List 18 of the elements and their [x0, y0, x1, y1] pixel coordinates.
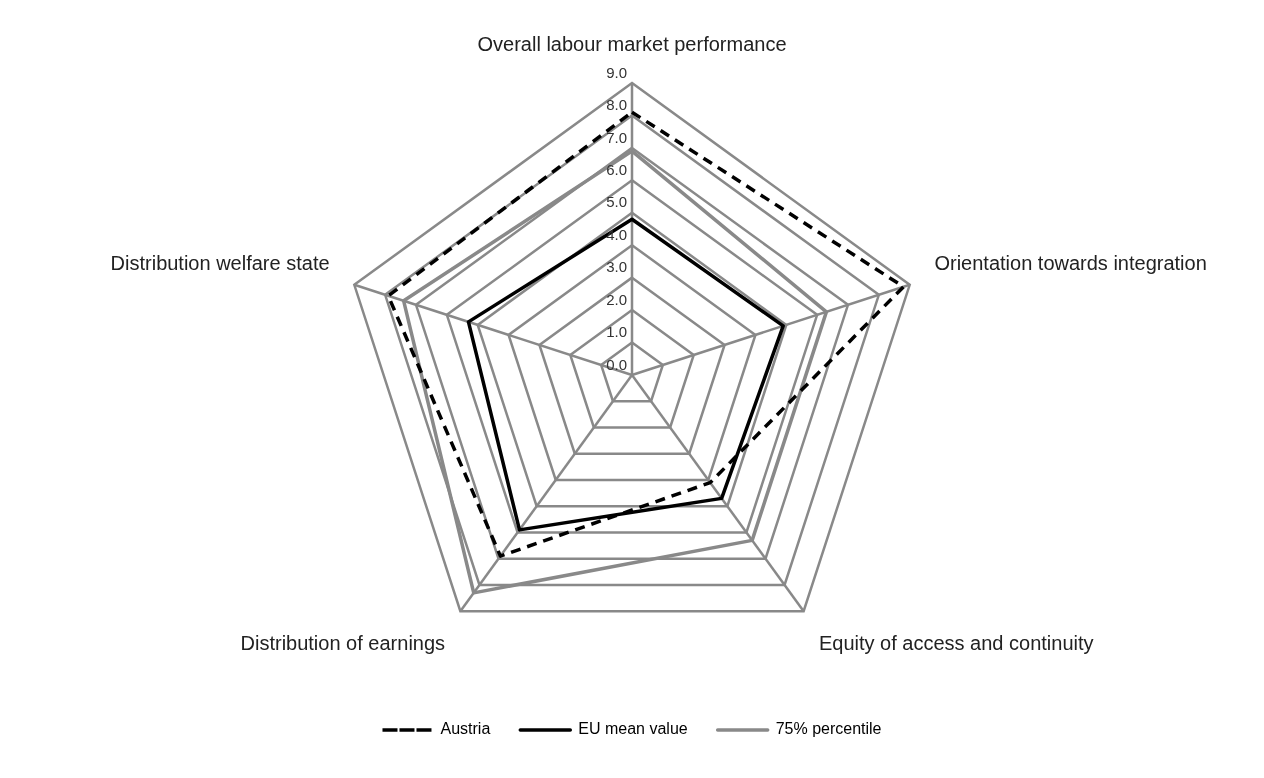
- y-tick-label: 4.0: [606, 225, 627, 243]
- y-tick-label: 1.0: [606, 323, 627, 341]
- y-tick-label: 3.0: [606, 258, 627, 276]
- spoke-label: Equity of access and continuity: [818, 631, 1094, 654]
- y-tick-label: 6.0: [606, 160, 627, 178]
- legend-label: EU mean value: [578, 720, 688, 738]
- y-tick-label: 0.0: [606, 355, 627, 373]
- y-tick-label: 2.0: [606, 290, 627, 308]
- spoke-label: Distribution of earnings: [240, 631, 446, 654]
- spoke-label: Orientation towards integration: [934, 252, 1207, 275]
- y-tick-label: 9.0: [606, 63, 627, 81]
- legend-label: 75% percentile: [775, 720, 882, 738]
- y-tick-label: 7.0: [606, 128, 627, 146]
- spoke-label: Distribution welfare state: [110, 252, 330, 275]
- spoke-label: Overall labour market performance: [477, 32, 787, 55]
- legend-label: Austria: [440, 720, 491, 738]
- y-tick-label: 5.0: [606, 193, 627, 211]
- y-tick-label: 8.0: [606, 96, 627, 114]
